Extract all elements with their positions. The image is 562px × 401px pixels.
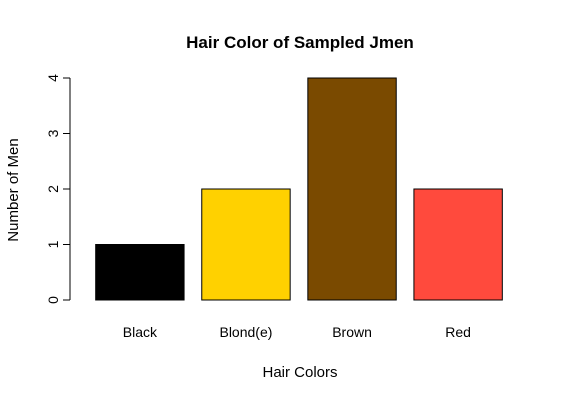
- x-tick-label: Blond(e): [219, 324, 272, 340]
- bar-blond-e: [201, 188, 291, 301]
- y-axis: 0 1 2 3 4: [45, 74, 71, 304]
- bars: [95, 77, 503, 301]
- bar-black: [95, 244, 185, 301]
- x-tick-label: Red: [445, 324, 471, 340]
- y-tick-label: 1: [45, 240, 61, 248]
- x-tick-label: Black: [123, 324, 158, 340]
- chart-title: Hair Color of Sampled Jmen: [186, 33, 414, 52]
- y-axis-label: Number of Men: [5, 138, 22, 241]
- y-tick-label: 4: [45, 74, 61, 82]
- y-tick-label: 0: [45, 296, 61, 304]
- bar-brown: [307, 77, 397, 301]
- bar-red: [413, 188, 503, 301]
- x-tick-label: Brown: [332, 324, 372, 340]
- x-tick-labels: Black Blond(e) Brown Red: [123, 324, 471, 340]
- y-tick-label: 3: [45, 129, 61, 137]
- x-axis-label: Hair Colors: [262, 364, 337, 381]
- y-tick-label: 2: [45, 185, 61, 193]
